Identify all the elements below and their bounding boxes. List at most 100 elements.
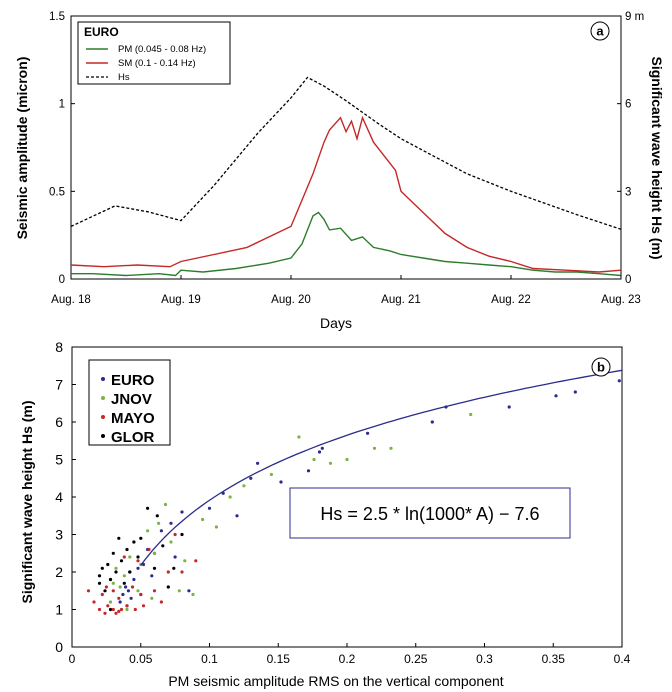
scatter-point-glor xyxy=(172,566,176,570)
panel-a-left-y-tick-label: 0.5 xyxy=(49,186,65,198)
panel-a-left-y-ticks: 0 0.5 1 1.5 xyxy=(49,11,75,286)
panel-b-x-tick-label: 0.4 xyxy=(614,652,631,666)
scatter-point-glor xyxy=(114,570,118,574)
scatter-point-mayo xyxy=(159,600,163,604)
panel-b-y-tick-label: 5 xyxy=(55,452,63,468)
panel-b-y-tick-label: 8 xyxy=(55,339,63,355)
scatter-point-jnov xyxy=(114,566,118,570)
panel-a-x-tick-label: Aug. 21 xyxy=(381,294,421,306)
panel-a-x-tick-label: Aug. 20 xyxy=(271,294,311,306)
scatter-point-euro xyxy=(320,446,324,450)
scatter-point-glor xyxy=(106,562,110,567)
panel-b-y-axis-label: Significant wave height Hs (m) xyxy=(19,400,35,603)
scatter-point-mayo xyxy=(106,604,110,608)
scatter-point-mayo xyxy=(130,585,135,589)
panel-a-right-y-tick-label: 6 xyxy=(625,99,631,111)
panel-a: Aug. 18 Aug. 19 Aug. 20 Aug. 21 Aug. 22 Aug. … xyxy=(14,11,665,331)
scatter-point-euro xyxy=(169,521,173,525)
scatter-point-jnov xyxy=(242,484,246,488)
panel-a-label-circle xyxy=(590,21,610,41)
scatter-point-glor xyxy=(119,559,124,563)
panel-a-left-y-axis-label: Seismic amplitude (micron) xyxy=(14,57,30,240)
panel-a-series-line-0 xyxy=(71,211,622,277)
panel-b-x-tick-label: 0 xyxy=(69,652,76,666)
scatter-point-jnov xyxy=(228,495,232,499)
panel-b-y-tick-label: 2 xyxy=(55,564,63,580)
legend-mayo-label: MAYO xyxy=(111,410,155,427)
scatter-point-euro xyxy=(180,510,184,514)
panel-b-label-circle xyxy=(591,357,611,377)
scatter-point-jnov xyxy=(214,525,218,529)
scatter-point-mayo xyxy=(103,611,107,615)
scatter-point-euro xyxy=(235,514,239,518)
panel-b-y-tick-label: 1 xyxy=(55,602,63,618)
scatter-point-euro xyxy=(430,420,434,424)
scatter-point-glor xyxy=(155,514,159,518)
scatter-point-mayo xyxy=(136,559,140,563)
legend-jnov-label: JNOV xyxy=(111,391,152,408)
panel-b-legend: EURO JNOV MAYO GLOR xyxy=(88,359,171,446)
scatter-point-jnov xyxy=(201,517,205,522)
scatter-point-mayo xyxy=(133,607,137,612)
scatter-point-mayo xyxy=(180,570,184,574)
scatter-point-euro xyxy=(249,476,253,480)
scatter-point-jnov xyxy=(108,600,113,604)
scatter-point-jnov xyxy=(111,581,115,585)
panel-b-y-tick-label: 6 xyxy=(55,414,63,430)
panel-a-x-tick-label: Aug. 18 xyxy=(51,294,91,306)
scatter-point-jnov xyxy=(125,607,129,612)
scatter-point-euro xyxy=(317,450,322,454)
panel-a-legend-title: EURO xyxy=(84,25,119,39)
scatter-point-jnov xyxy=(152,551,157,555)
scatter-point-jnov xyxy=(297,435,301,439)
panel-b-x-axis-label: PM seismic amplitude RMS on the vertical… xyxy=(168,673,503,689)
panel-b-y-tick-label: 4 xyxy=(55,489,63,505)
scatter-point-euro xyxy=(124,585,128,589)
scatter-point-jnov xyxy=(469,412,473,417)
panel-a-series-lines xyxy=(70,76,622,277)
panel-a-left-y-tick-label: 1.5 xyxy=(49,11,65,23)
panel-a-right-y-axis-label: Significant wave height Hs (m) xyxy=(649,56,665,259)
panel-a-x-tick-label: Aug. 19 xyxy=(161,294,201,306)
scatter-point-jnov xyxy=(122,574,126,578)
panel-a-x-ticks: Aug. 18 Aug. 19 Aug. 20 Aug. 21 Aug. 22 Aug. … xyxy=(51,275,641,306)
scatter-point-glor xyxy=(103,589,107,593)
scatter-point-mayo xyxy=(92,600,96,604)
scatter-point-glor xyxy=(180,532,184,537)
scatter-point-mayo xyxy=(117,609,121,614)
scatter-point-glor xyxy=(128,570,132,574)
panel-a-left-y-tick-label: 1 xyxy=(59,99,65,111)
scatter-point-jnov xyxy=(389,446,393,450)
scatter-point-jnov xyxy=(328,461,333,465)
scatter-point-jnov xyxy=(157,521,161,525)
scatter-point-euro xyxy=(256,461,260,465)
scatter-point-mayo xyxy=(104,585,108,589)
scatter-point-mayo xyxy=(117,596,121,600)
panel-b-y-ticks: 0 1 2 3 4 5 6 7 8 xyxy=(55,339,76,655)
scatter-point-mayo xyxy=(119,607,124,612)
panel-a-legend-box xyxy=(77,21,231,85)
scatter-point-euro xyxy=(617,379,621,383)
scatter-point-euro xyxy=(126,589,130,593)
legend-hs-label: Hs xyxy=(118,72,130,83)
scatter-point-jnov xyxy=(169,540,173,544)
scatter-point-jnov xyxy=(128,555,132,559)
panel-b-x-tick-label: 0.25 xyxy=(404,652,428,666)
scatter-point-mayo xyxy=(100,592,104,597)
scatter-point-mayo xyxy=(152,589,157,593)
panel-b-x-ticks: 0 0.05 0.1 0.15 0.2 0.25 0.3 0.35 0.4 xyxy=(69,643,631,666)
panel-b-y-tick-label: 3 xyxy=(55,527,63,543)
scatter-point-euro xyxy=(306,469,311,473)
scatter-point-jnov xyxy=(118,585,122,589)
scatter-point-mayo xyxy=(97,607,102,612)
scatter-point-euro xyxy=(129,596,133,600)
scatter-point-glor xyxy=(125,547,129,552)
panel-a-x-tick-label: Aug. 23 xyxy=(601,294,641,306)
scatter-point-mayo xyxy=(111,607,115,612)
panel-b-x-tick-label: 0.2 xyxy=(339,652,356,666)
scatter-point-euro xyxy=(366,431,370,435)
panel-a-right-y-tick-label: 3 xyxy=(625,186,631,198)
scatter-point-glor xyxy=(117,536,121,540)
panel-a-right-y-tick-label: 9 m xyxy=(625,11,644,23)
